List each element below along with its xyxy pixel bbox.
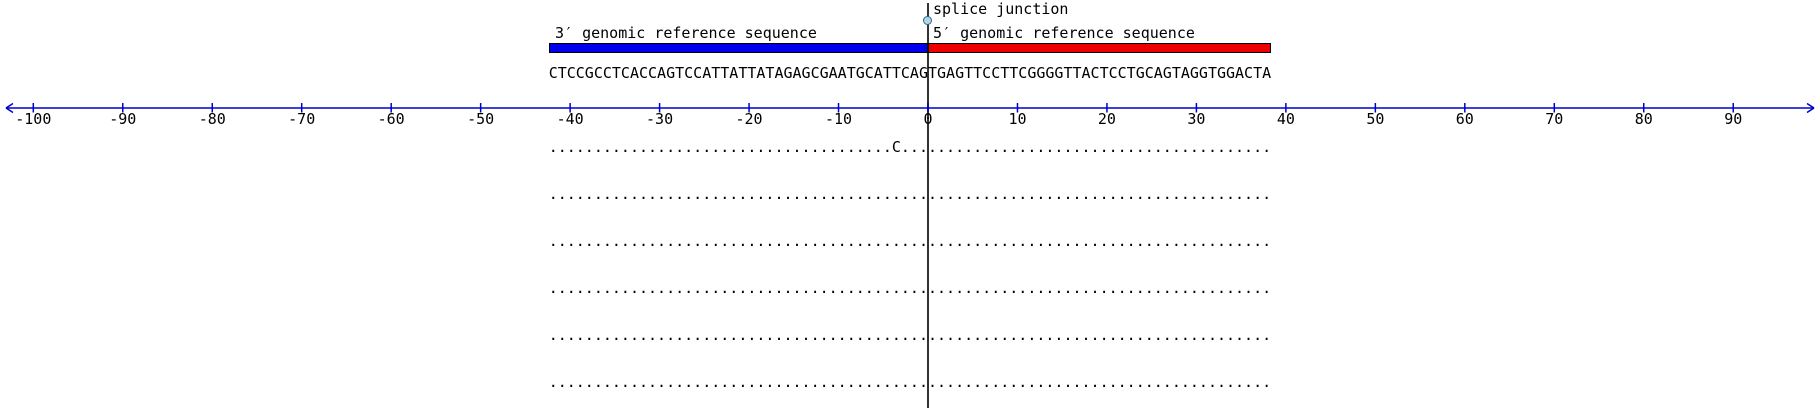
axis-tick-label: 90 [1724,110,1743,128]
read-5prime-segment: ...................................... [927,232,1272,250]
splice-junction-label: splice junction [933,0,1069,18]
read-3prime-segment: ........................................… [548,326,928,344]
axis-tick-label: 0 [923,110,933,128]
exon-bar-5prime [928,43,1272,53]
axis-tick-label: -90 [109,110,137,128]
axis-tick-label: 10 [1008,110,1027,128]
axis-tick-label: 30 [1187,110,1206,128]
read-3prime-segment: ........................................… [548,232,928,250]
axis-tick-label: 70 [1545,110,1564,128]
axis-tick-label: -40 [556,110,584,128]
splice-junction-marker[interactable] [923,16,932,25]
track-label-3prime: 3′ genomic reference sequence [555,24,817,42]
read-row: ........................................… [549,375,1271,390]
axis-tick-label: 80 [1634,110,1653,128]
axis-tick-label: -70 [288,110,316,128]
read-row: ........................................… [549,281,1271,296]
read-3prime-segment: ......................................C.… [548,138,928,156]
read-3prime-segment: ........................................… [548,185,928,203]
splice-junction-line [927,3,929,408]
axis-tick-label: 60 [1455,110,1474,128]
axis-tick-label: -100 [15,110,52,128]
read-5prime-segment: ...................................... [927,279,1272,297]
read-5prime-segment: ...................................... [927,373,1272,391]
read-row: ........................................… [549,234,1271,249]
axis-tick-label: 20 [1097,110,1116,128]
axis-tick-label: -30 [646,110,674,128]
read-5prime-segment: ...................................... [927,326,1272,344]
read-5prime-segment: ...................................... [927,185,1272,203]
axis-tick-label: -20 [735,110,763,128]
axis-tick-label: -60 [377,110,405,128]
axis-tick-label: 40 [1276,110,1295,128]
axis-tick-label: -50 [467,110,495,128]
read-3prime-segment: ........................................… [548,373,928,391]
sequence-5prime: TGAGTTCCTTCGGGGTTACTCCTGCAGTAGGTGGACTA [927,64,1272,82]
read-5prime-segment: ...................................... [927,138,1272,156]
axis-tick-label: -80 [198,110,226,128]
axis-tick-label: -10 [824,110,853,128]
sequence-3prime: CTCCGCCTCACCAGTCCATTATTATAGAGCGAATGCATTC… [548,64,928,82]
read-row: ........................................… [549,328,1271,343]
axis-tick-label: 50 [1366,110,1385,128]
read-row: ......................................C.… [549,140,1271,155]
read-3prime-segment: ........................................… [548,279,928,297]
position-axis [5,102,1815,114]
track-label-5prime: 5′ genomic reference sequence [933,24,1195,42]
reference-sequence: CTCCGCCTCACCAGTCCATTATTATAGAGCGAATGCATTC… [549,66,1271,81]
read-row: ........................................… [549,187,1271,202]
exon-bar-3prime [548,43,928,53]
